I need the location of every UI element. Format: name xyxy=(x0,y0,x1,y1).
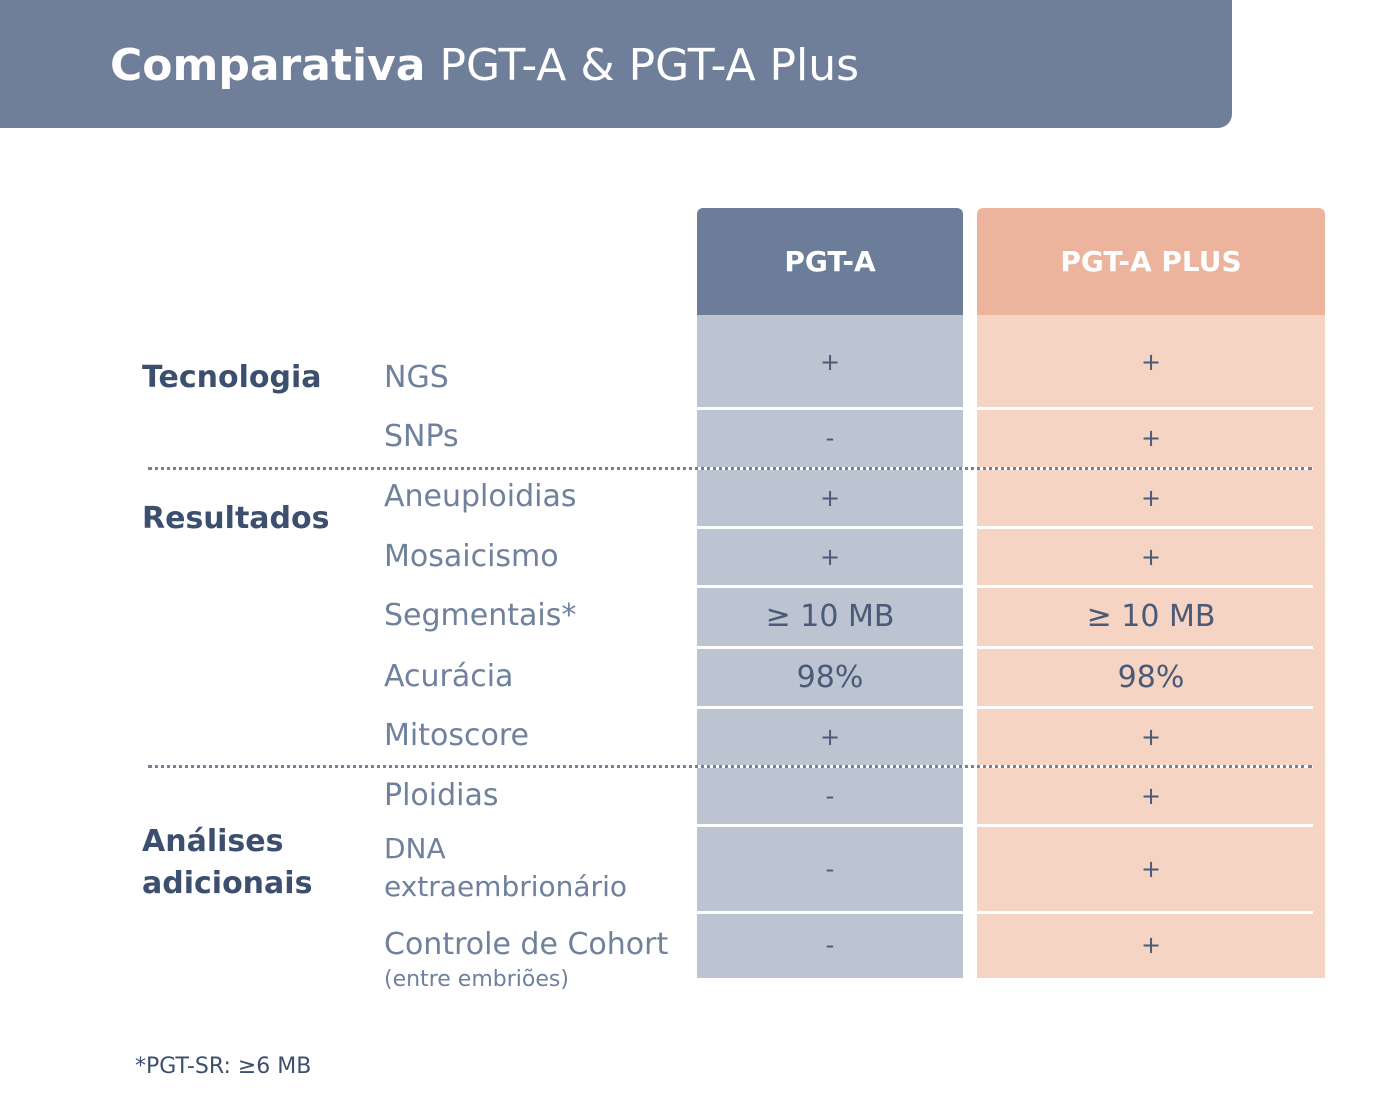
row-label: Segmentais* xyxy=(384,598,577,633)
footnote: *PGT-SR: ≥6 MB xyxy=(135,1054,312,1079)
header-band xyxy=(0,0,1232,128)
title-bold: Comparativa xyxy=(110,40,426,91)
cell: + xyxy=(819,347,841,376)
cell: + xyxy=(1140,931,1162,959)
group-label: Tecnologia xyxy=(142,360,322,395)
cell: + xyxy=(1140,854,1162,883)
row-label: Mosaicismo xyxy=(384,539,559,574)
cell: + xyxy=(819,722,841,751)
cell: 98% xyxy=(1117,659,1185,695)
row-divider xyxy=(977,526,1313,529)
title-rest: PGT-A & PGT-A Plus xyxy=(439,40,860,91)
cell: + xyxy=(1140,483,1162,512)
row-divider xyxy=(697,646,963,649)
row-divider xyxy=(977,911,1313,914)
cell: + xyxy=(1140,781,1162,810)
row-note: (entre embriões) xyxy=(384,967,569,992)
cell: + xyxy=(1140,722,1162,751)
row-divider xyxy=(697,706,963,709)
cell: 98% xyxy=(796,659,864,695)
cell: + xyxy=(1140,424,1162,452)
row-divider xyxy=(697,911,963,914)
row-divider xyxy=(697,824,963,827)
group-divider xyxy=(148,467,1312,470)
cell: + xyxy=(819,483,841,512)
row-label: SNPs xyxy=(384,419,459,454)
row-label: Controle de Cohort xyxy=(384,927,669,962)
row-label: Acurácia xyxy=(384,659,514,694)
row-divider xyxy=(977,824,1313,827)
row-label: DNA extraembrionário xyxy=(384,832,627,903)
cell: + xyxy=(1140,542,1162,571)
cell: ≥ 10 MB xyxy=(765,599,895,634)
cell: - xyxy=(825,854,835,883)
row-divider xyxy=(977,706,1313,709)
title: Comparativa PGT-A & PGT-A Plus xyxy=(110,40,859,91)
group-label: Análises adicionais xyxy=(142,824,313,901)
row-label: NGS xyxy=(384,360,449,395)
cell: - xyxy=(825,424,835,452)
column-header: PGT-A xyxy=(697,208,963,315)
row-divider xyxy=(977,646,1313,649)
row-label: Aneuploidias xyxy=(384,479,577,514)
cell: - xyxy=(825,931,835,959)
cell: + xyxy=(819,542,841,571)
row-divider xyxy=(697,526,963,529)
group-label: Resultados xyxy=(142,501,330,536)
row-label: Ploidias xyxy=(384,778,499,813)
cell: ≥ 10 MB xyxy=(1086,599,1216,634)
row-divider xyxy=(977,407,1313,410)
row-divider xyxy=(977,585,1313,588)
cell: - xyxy=(825,781,835,810)
group-divider xyxy=(148,765,1312,768)
row-label: Mitoscore xyxy=(384,718,529,753)
row-divider xyxy=(697,407,963,410)
cell: + xyxy=(1140,347,1162,376)
column-header: PGT-A PLUS xyxy=(977,208,1325,315)
row-divider xyxy=(697,585,963,588)
